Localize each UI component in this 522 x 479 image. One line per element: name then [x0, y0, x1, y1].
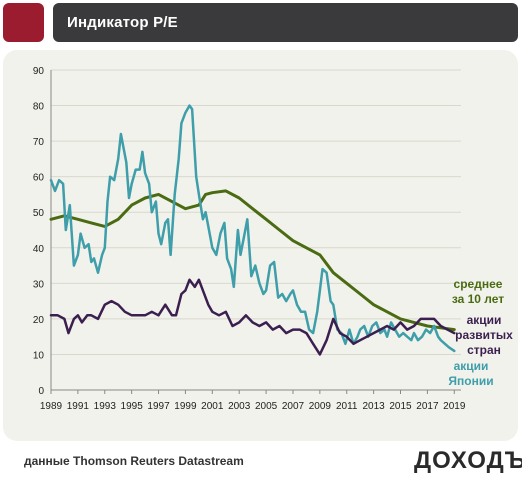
x-tick-label: 2001	[201, 401, 224, 412]
y-tick-label: 70	[33, 137, 45, 148]
series-label-developed: акции развитых стран	[455, 313, 513, 357]
series-label-line: среднее	[454, 277, 503, 291]
series-label-japan: акции Японии	[448, 359, 493, 388]
y-tick-label: 0	[38, 386, 44, 397]
series-line-developed	[49, 278, 456, 356]
series-line-japan	[49, 104, 456, 353]
y-tick-label: 40	[33, 244, 45, 255]
series-line-avg10	[49, 189, 456, 332]
y-tick-label: 90	[33, 66, 45, 77]
x-tick-label: 2013	[362, 401, 385, 412]
x-tick-label: 1989	[40, 401, 63, 412]
y-tick-label: 60	[33, 173, 45, 184]
x-tick-label: 2009	[309, 401, 332, 412]
x-tick-label: 2011	[336, 401, 358, 412]
x-tick-label: 1999	[174, 401, 197, 412]
y-tick-label: 20	[33, 315, 45, 326]
series-label-line: Японии	[448, 374, 493, 388]
x-tick-label: 1993	[94, 401, 117, 412]
series-lines	[49, 104, 456, 356]
x-tick-label: 2019	[443, 401, 466, 412]
x-tick-label: 2007	[282, 401, 305, 412]
series-label-line: за 10 лет	[452, 292, 504, 306]
x-tick-label: 2003	[228, 401, 251, 412]
series-label-line: акции	[467, 313, 502, 327]
series-label-line: стран	[467, 343, 501, 357]
series-label-line: развитых	[455, 328, 513, 342]
y-tick-label: 30	[33, 279, 45, 290]
brand-square	[3, 3, 44, 42]
chart-panel: 0 10 20 30 40 50 60 70 80 90 1989 1991 1993 1995 1997 1…	[3, 50, 518, 441]
x-tick-label: 2015	[389, 401, 412, 412]
x-tick-label: 1991	[67, 401, 90, 412]
y-tick-label: 80	[33, 102, 45, 113]
axes: 0 10 20 30 40 50 60 70 80 90 1989 1991 1993 1995 1997 1…	[33, 66, 466, 412]
series-label-avg10: среднее за 10 лет	[452, 277, 504, 306]
series-label-line: акции	[454, 359, 489, 373]
y-tick-label: 50	[33, 208, 45, 219]
x-tick-label: 1997	[147, 401, 170, 412]
pe-line-chart: 0 10 20 30 40 50 60 70 80 90 1989 1991 1993 1995 1997 1…	[33, 66, 513, 412]
y-tick-label: 10	[33, 350, 45, 361]
x-tick-label: 2017	[416, 401, 439, 412]
x-tick-label: 2005	[255, 401, 278, 412]
page-title: Индикатор P/E	[67, 14, 178, 31]
brand-logo: ДОХОДЪ	[414, 447, 522, 474]
x-tick-label: 1995	[121, 401, 144, 412]
title-bar: Индикатор P/E	[53, 3, 518, 42]
data-source-note: данные Thomson Reuters Datastream	[24, 454, 244, 468]
